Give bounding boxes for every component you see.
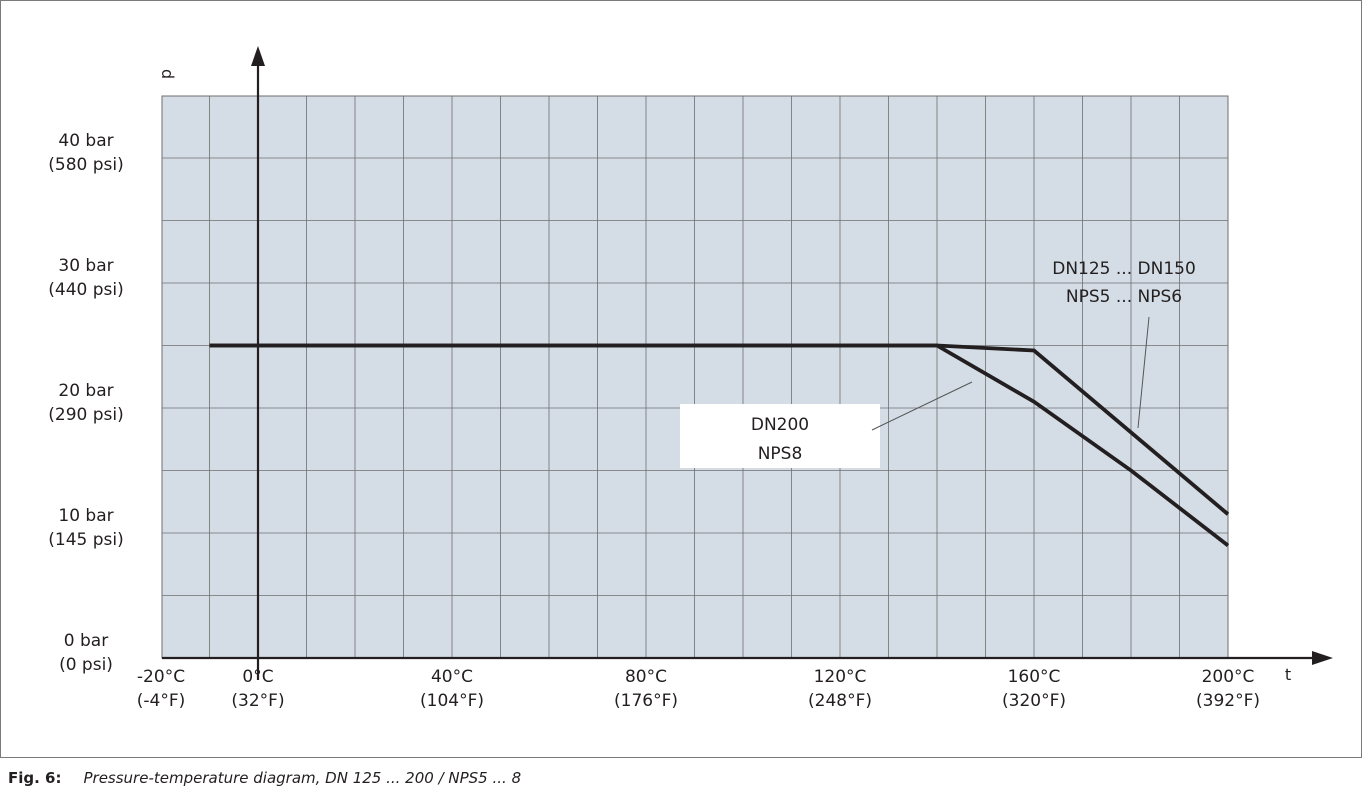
series-label-box (680, 404, 880, 468)
x-tick-label: 200°C (1202, 667, 1255, 687)
series-label: DN125 ... DN150 (1052, 259, 1196, 279)
y-tick-label: 0 bar (64, 631, 108, 651)
x-tick-sublabel: (392°F) (1196, 691, 1260, 711)
series-leader-line (1137, 316, 1150, 429)
caption-figure-number: Fig. 6: (8, 769, 62, 787)
x-tick-sublabel: (-4°F) (137, 691, 186, 711)
x-tick-sublabel: (104°F) (420, 691, 484, 711)
pressure-temperature-chart: p t -20°C (-4°F) 0°C (32°F) 40°C (104°F) 80°C (17… (48, 46, 1333, 711)
x-tick-label: 0°C (242, 667, 273, 687)
caption-text: Pressure-temperature diagram, DN 125 ...… (83, 769, 522, 787)
y-tick-sublabel: (145 psi) (48, 530, 124, 550)
x-tick-label: -20°C (137, 667, 185, 687)
x-axis-arrow (1312, 651, 1333, 665)
figure-frame (0, 0, 1362, 758)
plot-area (161, 95, 1229, 659)
x-tick-sublabel: (320°F) (1002, 691, 1066, 711)
x-tick-label: 80°C (625, 667, 667, 687)
x-tick-sublabel: (248°F) (808, 691, 872, 711)
series-line-2 (209, 343, 1230, 548)
series-label: NPS5 ... NPS6 (1066, 287, 1182, 307)
y-tick-label: 30 bar (58, 256, 113, 276)
x-tick-sublabel: (32°F) (231, 691, 284, 711)
series-label: NPS8 (758, 444, 803, 464)
y-tick-sublabel: (290 psi) (48, 405, 124, 425)
x-tick-label: 160°C (1008, 667, 1061, 687)
series-leader-line (871, 381, 973, 431)
y-tick-label: 10 bar (58, 506, 113, 526)
figure-caption: Fig. 6: Pressure-temperature diagram, DN … (8, 769, 521, 787)
y-tick-sublabel: (580 psi) (48, 155, 124, 175)
x-tick-label: 40°C (431, 667, 473, 687)
y-tick-label: 40 bar (58, 131, 113, 151)
y-tick-label: 20 bar (58, 381, 113, 401)
y-tick-sublabel: (0 psi) (59, 655, 113, 675)
y-axis-arrow (251, 46, 265, 66)
x-axis-label: t (1285, 665, 1291, 684)
series-label: DN200 (751, 415, 809, 435)
x-tick-sublabel: (176°F) (614, 691, 678, 711)
y-axis-label: p (156, 69, 175, 79)
x-tick-label: 120°C (814, 667, 867, 687)
y-tick-sublabel: (440 psi) (48, 280, 124, 300)
